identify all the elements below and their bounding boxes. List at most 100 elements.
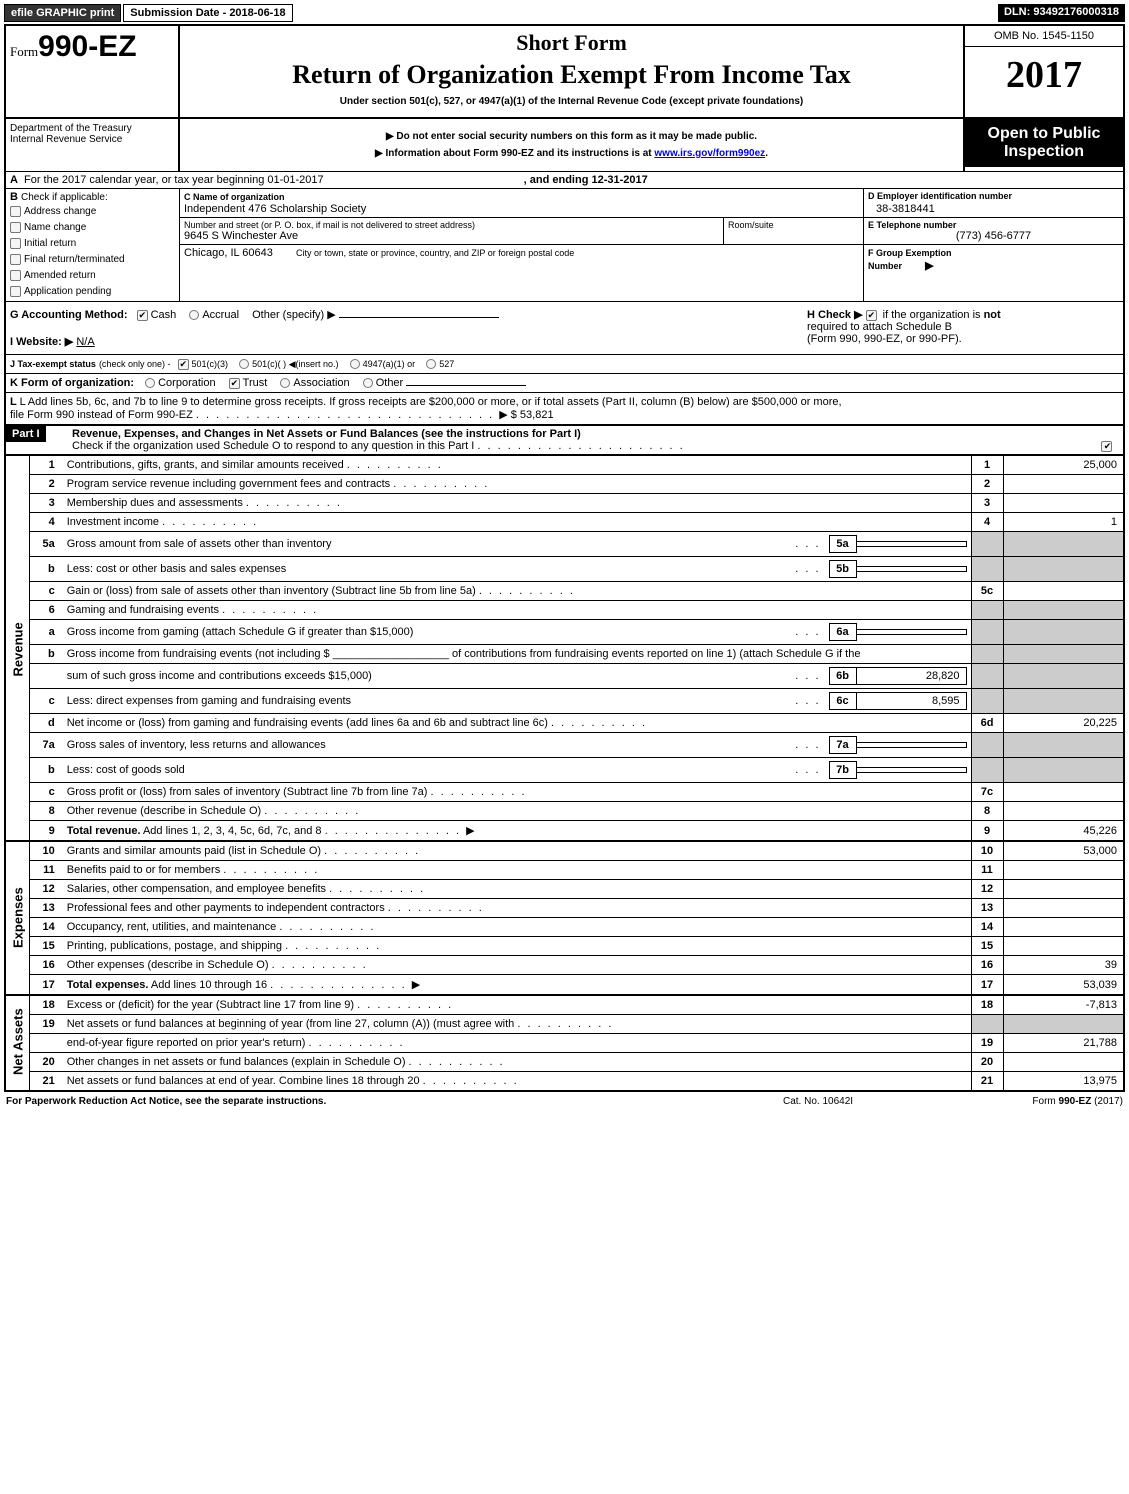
box-number: 18: [971, 995, 1003, 1015]
k-other-label: Other: [376, 377, 404, 389]
line-description: Professional fees and other payments to …: [63, 899, 971, 918]
telephone-value: (773) 456-6777: [868, 230, 1119, 242]
j-sub: (check only one) -: [99, 359, 171, 369]
form-prefix: Form: [10, 44, 38, 59]
l-text1: L Add lines 5b, 6c, and 7b to line 9 to …: [20, 396, 842, 408]
box-number: 8: [971, 802, 1003, 821]
label-j: J Tax-exempt status: [10, 359, 96, 369]
line-description: Gross profit or (loss) from sales of inv…: [63, 783, 971, 802]
label-d: D Employer identification number: [868, 191, 1119, 201]
street-value: 9645 S Winchester Ave: [184, 230, 719, 242]
side-label-netassets: Net Assets: [6, 995, 30, 1090]
instructions-line: ▶ Information about Form 990-EZ and its …: [188, 148, 955, 159]
line-description: Occupancy, rent, utilities, and maintena…: [63, 918, 971, 937]
b-label-4: Amended return: [24, 270, 96, 281]
side-label-revenue: Revenue: [6, 456, 30, 842]
efile-print-button[interactable]: efile GRAPHIC print: [4, 4, 121, 22]
calendar-year-text: For the 2017 calendar year, or tax year …: [24, 174, 324, 186]
line-description: Gross income from fundraising events (no…: [63, 645, 971, 664]
part1-title: Revenue, Expenses, and Changes in Net As…: [72, 428, 581, 440]
box-value: [1003, 937, 1123, 956]
527-radio[interactable]: [426, 359, 436, 369]
part1-check-text: Check if the organization used Schedule …: [72, 440, 474, 452]
line-number: [30, 664, 63, 689]
accounting-cash-checkbox[interactable]: [137, 310, 148, 321]
mini-box-num: 7b: [829, 761, 857, 779]
k-trust-checkbox[interactable]: [229, 378, 240, 389]
mini-box-val: [857, 541, 967, 547]
line-number: 10: [30, 841, 63, 861]
line-description: Program service revenue including govern…: [63, 475, 971, 494]
line-description: Printing, publications, postage, and shi…: [63, 937, 971, 956]
line-number: 9: [30, 821, 63, 842]
accounting-other-label: Other (specify) ▶: [252, 309, 336, 321]
box-number: 17: [971, 975, 1003, 996]
4947-radio[interactable]: [350, 359, 360, 369]
l-amount: ▶ $ 53,821: [499, 409, 553, 421]
ssn-warning: ▶ Do not enter social security numbers o…: [188, 131, 955, 142]
box-number: 21: [971, 1072, 1003, 1091]
mini-box-num: 5b: [829, 560, 857, 578]
line-number: b: [30, 645, 63, 664]
h-text2: required to attach Schedule B: [807, 321, 1119, 333]
box-number: 3: [971, 494, 1003, 513]
k-corp-radio[interactable]: [145, 378, 155, 388]
501c-radio[interactable]: [239, 359, 249, 369]
line-number: b: [30, 557, 63, 582]
irs-label: Internal Revenue Service: [10, 134, 174, 145]
b-check-3[interactable]: [10, 254, 21, 265]
b-check-1[interactable]: [10, 222, 21, 233]
501c3-label: 501(c)(3): [192, 359, 229, 369]
mini-box-num: 7a: [829, 736, 857, 754]
box-value: 13,975: [1003, 1072, 1123, 1091]
501c-label: 501(c)( ) ◀(insert no.): [252, 359, 338, 369]
paperwork-notice: For Paperwork Reduction Act Notice, see …: [6, 1096, 783, 1107]
h-text3: (Form 990, 990-EZ, or 990-PF).: [807, 333, 1119, 345]
box-value: [1003, 861, 1123, 880]
k-trust-label: Trust: [243, 377, 268, 389]
form-number-block: Form990-EZ: [6, 26, 180, 117]
line-number: 2: [30, 475, 63, 494]
org-name: Independent 476 Scholarship Society: [184, 203, 859, 215]
b-check-5[interactable]: [10, 286, 21, 297]
street-label: Number and street (or P. O. box, if mail…: [184, 220, 719, 230]
city-label: City or town, state or province, country…: [296, 248, 574, 258]
schedule-b-checkbox[interactable]: [866, 310, 877, 321]
line-description: Excess or (deficit) for the year (Subtra…: [63, 995, 971, 1015]
accounting-cash-label: Cash: [151, 309, 177, 321]
mini-box-num: 6b: [829, 667, 857, 685]
box-value: [1003, 802, 1123, 821]
box-number: 1: [971, 456, 1003, 475]
k-corp-label: Corporation: [158, 377, 215, 389]
b-check-2[interactable]: [10, 238, 21, 249]
k-other-radio[interactable]: [363, 378, 373, 388]
line-number: 8: [30, 802, 63, 821]
line-description: sum of such gross income and contributio…: [63, 664, 971, 689]
mini-box-val: [857, 742, 967, 748]
b-check-4[interactable]: [10, 270, 21, 281]
open-to-public: Open to Public Inspection: [965, 119, 1123, 167]
h-not: not: [984, 309, 1001, 321]
line-number: 19: [30, 1015, 63, 1034]
501c3-checkbox[interactable]: [178, 359, 189, 370]
box-value: [1003, 1015, 1123, 1034]
accounting-accrual-radio[interactable]: [189, 310, 199, 320]
label-f-number: Number: [868, 261, 902, 271]
l-text2: file Form 990 instead of Form 990-EZ: [10, 409, 193, 421]
line-number: 12: [30, 880, 63, 899]
line-description: Net income or (loss) from gaming and fun…: [63, 714, 971, 733]
form990ez-link[interactable]: www.irs.gov/form990ez: [654, 148, 765, 159]
b-label-2: Initial return: [24, 238, 76, 249]
line-number: 16: [30, 956, 63, 975]
schedule-o-checkbox[interactable]: [1101, 441, 1112, 452]
box-value: [1003, 557, 1123, 582]
omb-number: OMB No. 1545-1150: [965, 26, 1123, 47]
f-arrow: ▶: [925, 260, 933, 272]
b-label-0: Address change: [24, 206, 96, 217]
box-value: [1003, 582, 1123, 601]
mini-box-val: 28,820: [857, 667, 967, 685]
box-value: [1003, 532, 1123, 557]
b-check-0[interactable]: [10, 206, 21, 217]
k-assoc-radio[interactable]: [280, 378, 290, 388]
b-label-3: Final return/terminated: [24, 254, 125, 265]
